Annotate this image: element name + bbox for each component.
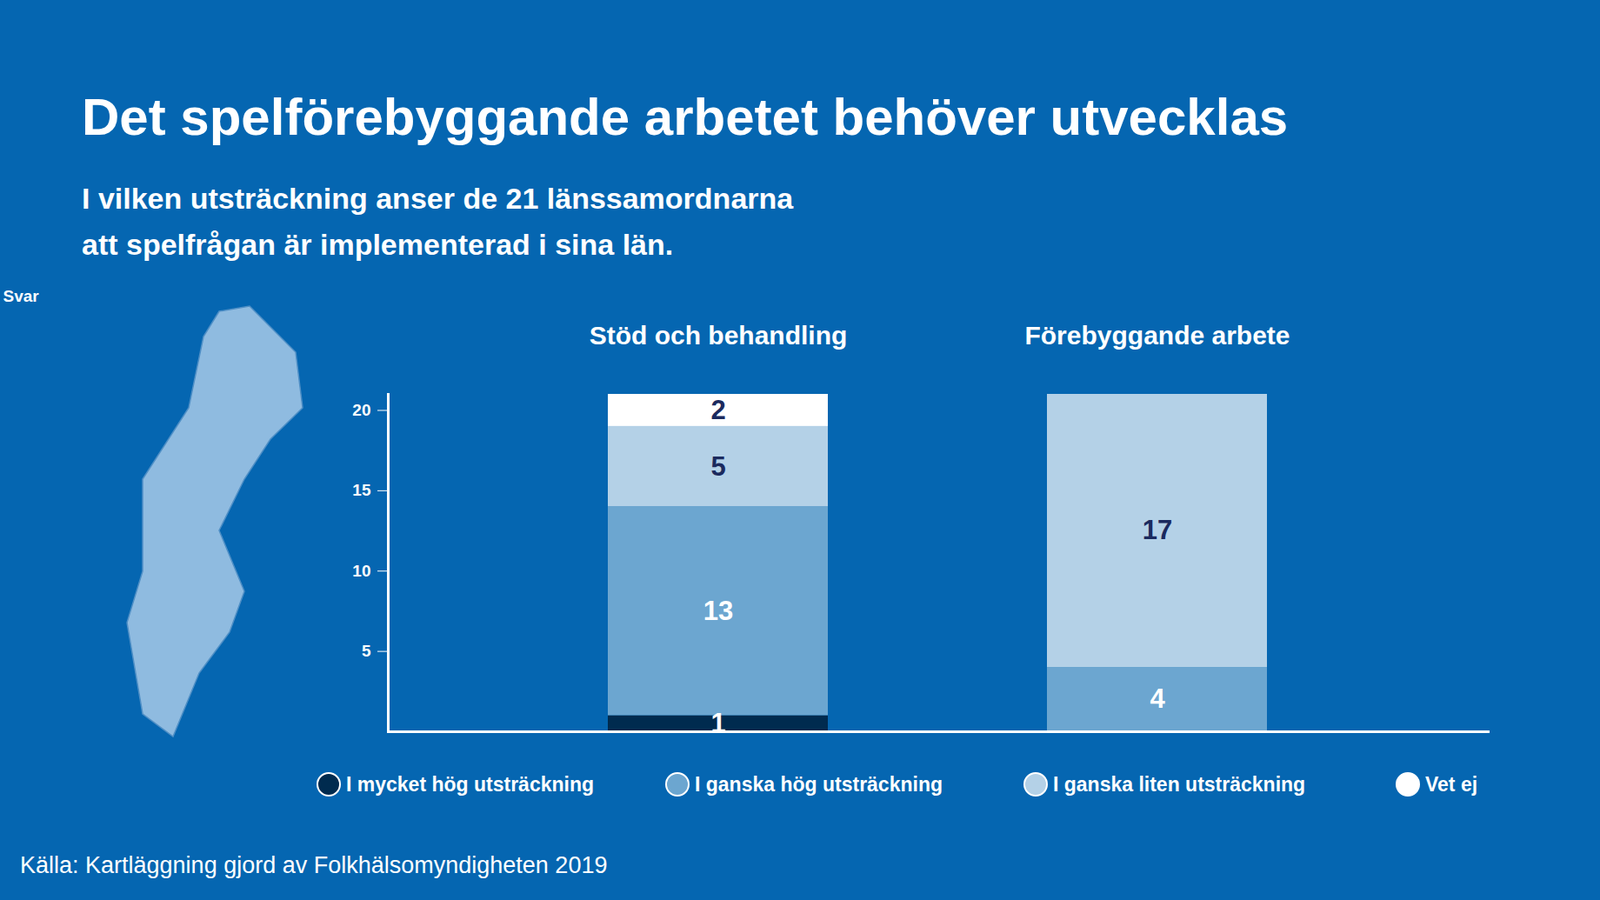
svg-text:2: 2 — [710, 394, 726, 426]
html-text:Vet ej: Vet ej — [1425, 772, 1478, 796]
svg-text:13: 13 — [703, 595, 734, 627]
svg-text:20: 20 — [352, 400, 371, 420]
html-text:I mycket hög utsträckning: I mycket hög utsträckning — [346, 772, 594, 796]
svg-text:1: 1 — [710, 707, 726, 739]
svg-text:Stöd och behandling: Stöd och behandling — [589, 320, 848, 350]
svg-text:Svar: Svar — [3, 286, 40, 306]
svg-text:17: 17 — [1142, 514, 1173, 546]
html-text:I vilken utsträckning anser de: I vilken utsträckning anser de 21 länssa… — [81, 181, 794, 215]
html-text:Det spelförebyggande arbetet b: Det spelförebyggande arbetet behöver utv… — [81, 87, 1288, 147]
html-text:att spelfrågan är implementera: att spelfrågan är implementerad i sina l… — [81, 227, 674, 261]
svg-text:Förebyggande arbete: Förebyggande arbete — [1024, 320, 1290, 350]
svg-text:5: 5 — [710, 451, 726, 482]
svg-text:4: 4 — [1149, 683, 1166, 714]
svg-text:10: 10 — [352, 561, 371, 580]
html-text:I ganska hög utsträckning: I ganska hög utsträckning — [694, 772, 943, 796]
html-text:I ganska liten utsträckning: I ganska liten utsträckning — [1053, 772, 1306, 796]
svg-text:15: 15 — [352, 480, 372, 500]
html-text:Källa: Kartläggning gjord av F: Källa: Kartläggning gjord av Folkhälsomy… — [20, 852, 608, 879]
svg-text:5: 5 — [361, 641, 372, 660]
